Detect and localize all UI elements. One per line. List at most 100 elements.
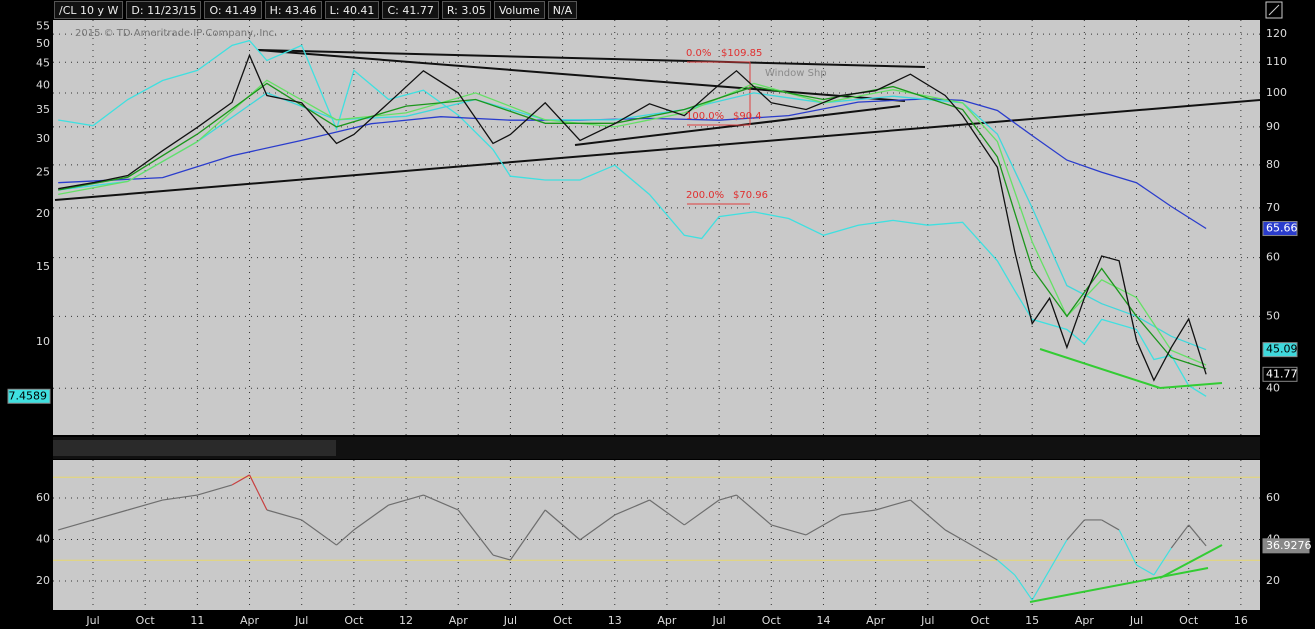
x-tick-label: 15 <box>1025 614 1039 627</box>
trendlines <box>54 49 1261 201</box>
value-box <box>1262 366 1298 382</box>
x-tick-label: Oct <box>970 614 990 627</box>
x-tick-label: Apr <box>657 614 677 627</box>
header-item: C: 41.77 <box>382 1 439 19</box>
x-tick-label: Jul <box>711 614 725 627</box>
price-line <box>58 92 1207 351</box>
rsi-segment <box>614 499 650 516</box>
x-tick-label: Apr <box>240 614 260 627</box>
y-tick-label: 60 <box>1266 251 1280 264</box>
rsi-segment <box>544 509 581 541</box>
y-tick-label: 80 <box>1266 158 1280 171</box>
value-box-label: 36.9276 <box>1266 539 1312 552</box>
rsi-segment <box>736 494 772 526</box>
divergence-lines <box>1029 348 1223 603</box>
x-tick-label: 14 <box>816 614 830 627</box>
corner-button[interactable] <box>1265 1 1283 19</box>
y2-tick-label: 20 <box>36 574 50 587</box>
divergence-line <box>1159 382 1223 389</box>
rsi-segment <box>683 499 720 526</box>
rsi-segment <box>509 509 546 561</box>
rsi-segment <box>1031 569 1051 601</box>
y2-tick-label: 45 <box>36 57 50 70</box>
y2-tick-label: 40 <box>36 532 50 545</box>
x-tick-label: 13 <box>608 614 622 627</box>
rsi-segment <box>266 509 302 521</box>
rsi-segment <box>1014 574 1033 601</box>
close-icon[interactable] <box>1265 1 1283 19</box>
value-box <box>1262 221 1298 237</box>
y2-tick-label: 55 <box>36 20 50 33</box>
rsi-segment <box>649 499 685 526</box>
rsi-segment <box>996 559 1016 576</box>
x-tick-label: Oct <box>136 614 156 627</box>
y-tick-label: 90 <box>1266 120 1280 133</box>
copyright: 2015 © TD Ameritrade IP Company, Inc. <box>75 28 277 39</box>
rsi-segment <box>875 499 911 511</box>
rsi-segment <box>962 539 998 561</box>
trendline <box>257 49 906 102</box>
x-tick-label: 16 <box>1234 614 1248 627</box>
y2-tick-label: 15 <box>36 260 50 273</box>
value-box-label: 41.77 <box>1266 367 1298 380</box>
rsi-segment <box>579 514 616 541</box>
annotation: 0.0% <box>686 48 711 59</box>
y2-tick-label: 40 <box>36 79 50 92</box>
rsi-segment <box>805 514 842 536</box>
y2-tick-label: 35 <box>36 103 50 116</box>
value-box-label: 45.09 <box>1266 343 1298 356</box>
rsi-segment <box>231 474 250 486</box>
y2-tick-label: 50 <box>36 37 50 50</box>
rsi-segment <box>336 529 355 546</box>
value-box-label: 7.4589 <box>9 389 48 402</box>
divergence-line <box>1039 348 1161 389</box>
header-item: L: 40.41 <box>324 1 380 19</box>
rsi-segment <box>1136 564 1155 576</box>
header-item: /CL 10 y W <box>54 1 124 19</box>
x-tick-label: Apr <box>866 614 886 627</box>
header-item: D: 11/23/15 <box>126 1 202 19</box>
rsi-segment <box>718 494 737 501</box>
trendline <box>54 99 1261 201</box>
rsi-segment <box>944 529 963 541</box>
rsi-segment <box>910 499 946 531</box>
header: /CL 10 y W D: 11/23/15 O: 41.49 H: 43.46 L: … <box>54 1 578 19</box>
rsi-panel <box>53 460 1260 610</box>
rsi-segment <box>1118 529 1138 566</box>
price-panel <box>53 20 1260 435</box>
y2-tick-label: 25 <box>36 165 50 178</box>
y-tick-label: 120 <box>1266 27 1287 40</box>
y2-tick-label: 20 <box>36 207 50 220</box>
rsi-segment <box>492 554 511 561</box>
rsi-segment <box>92 509 128 521</box>
rsi-segment <box>1066 519 1085 541</box>
panel-divider-tab <box>53 440 336 456</box>
header-item: H: 43.46 <box>264 1 322 19</box>
header-item: Volume <box>493 1 545 19</box>
x-tick-label: Jul <box>294 614 308 627</box>
annotation: 100.0% <box>686 111 724 122</box>
grid <box>53 20 1260 610</box>
rsi-segment <box>58 519 94 531</box>
x-tick-label: 11 <box>190 614 204 627</box>
y2-tick-label: 30 <box>36 132 50 145</box>
rsi-segment <box>301 519 337 546</box>
x-tick-label: Oct <box>1179 614 1199 627</box>
x-tick-label: Jul <box>85 614 99 627</box>
rsi-segment <box>353 504 390 531</box>
rsi-segment <box>197 484 233 496</box>
x-tick-label: 12 <box>399 614 413 627</box>
annotation: Window Shp <box>765 68 827 79</box>
value-box <box>1262 342 1298 358</box>
annotation: $90.4 <box>733 111 762 122</box>
corner-button-glyph <box>1268 4 1280 16</box>
trendline <box>257 49 926 68</box>
rsi-segment <box>423 494 459 511</box>
y-tick-label: 110 <box>1266 55 1287 68</box>
rsi-segment <box>127 499 163 511</box>
y-tick-label: 70 <box>1266 201 1280 214</box>
rsi-segment <box>840 509 876 516</box>
rsi-segment <box>771 524 807 536</box>
header-item: N/A <box>547 1 578 19</box>
